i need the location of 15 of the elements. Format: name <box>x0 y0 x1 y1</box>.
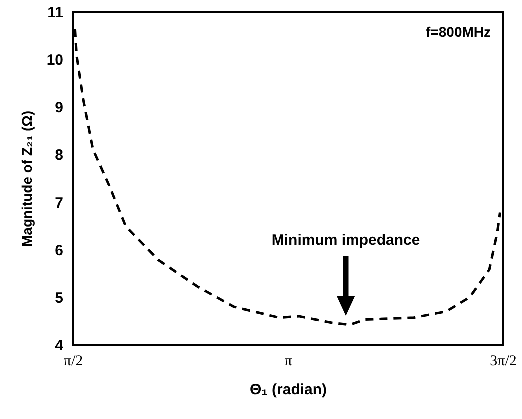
x-axis-title: Θ₁ (radian) <box>250 382 328 398</box>
annotation: f=800MHz <box>426 24 491 40</box>
y-tick-label: 9 <box>55 100 64 117</box>
y-tick-label: 4 <box>55 338 64 354</box>
y-tick-label: 6 <box>55 242 64 260</box>
y-tick-label: 10 <box>46 52 64 70</box>
x-tick-label: π <box>284 354 293 370</box>
y-axis-title: Magnitude of Z₂₁ (Ω) <box>18 111 35 247</box>
y-tick-label: 7 <box>55 194 64 212</box>
y-tick-label: 11 <box>48 4 64 22</box>
annotation: Minimum impedance <box>272 232 420 249</box>
y-tick-label: 5 <box>55 290 64 307</box>
y-tick-label: 8 <box>55 147 64 164</box>
x-tick-label: π/2 <box>64 354 84 370</box>
x-tick-label: 3π/2 <box>490 354 517 370</box>
